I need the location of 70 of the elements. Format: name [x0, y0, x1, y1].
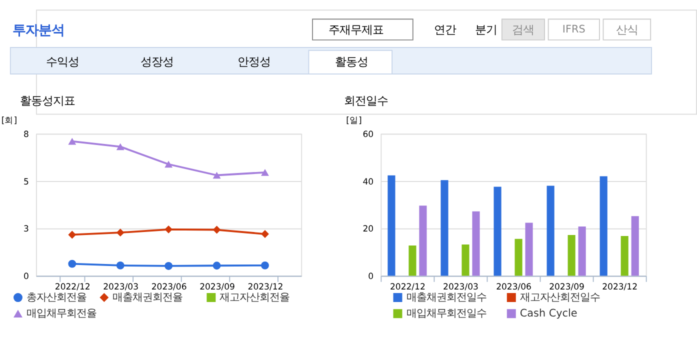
point — [261, 168, 269, 176]
x-tick-label: 2023/03 — [103, 282, 139, 292]
point — [116, 228, 124, 237]
bar — [462, 244, 470, 276]
bar — [546, 186, 554, 276]
point — [164, 225, 173, 234]
bar — [494, 186, 502, 276]
text: IFRS — [562, 23, 586, 36]
text: 투자분석 — [12, 23, 64, 38]
point — [164, 262, 173, 270]
x-tick-label: 2022/12 — [390, 282, 426, 292]
y-axis-title: [일] — [346, 116, 362, 126]
y-tick-label: 3 — [23, 224, 29, 235]
point — [212, 226, 221, 234]
x-tick-label: 2023/06 — [151, 282, 187, 292]
x-tick-label: 2023/03 — [443, 282, 478, 292]
legend-label: 재고자산회전일수 — [520, 291, 600, 304]
chart-title: 회전일수 — [344, 93, 388, 108]
x-tick-label: 2022/12 — [54, 282, 90, 292]
text: 안정성 — [237, 54, 270, 69]
point — [164, 160, 173, 168]
bar — [514, 238, 522, 276]
y-tick-label: 5 — [23, 177, 29, 188]
text: 성장성 — [140, 54, 174, 69]
point — [212, 172, 221, 179]
y-tick-label: 0 — [368, 272, 374, 282]
bar — [578, 226, 586, 276]
y-tick-label: 8 — [23, 130, 29, 140]
bar — [600, 176, 608, 276]
legend-label: 매출채권회전일수 — [406, 291, 486, 304]
legend-label: Cash Cycle — [520, 307, 578, 320]
x-tick-label: 2023/09 — [200, 282, 235, 292]
point — [212, 262, 221, 270]
bar — [472, 211, 480, 276]
text: 연간 — [434, 22, 456, 36]
bar — [419, 206, 427, 276]
legend-label: 재고자산회전율 — [220, 291, 290, 304]
legend-label: 매입채무회전일수 — [406, 307, 486, 320]
point — [116, 261, 124, 270]
point — [261, 261, 269, 270]
y-tick-label: 40 — [362, 177, 374, 188]
y-tick-label: 60 — [362, 130, 374, 140]
x-tick-label: 2023/09 — [549, 282, 584, 292]
x-tick-label: 2023/12 — [248, 282, 284, 292]
bar — [408, 245, 416, 276]
bar — [568, 235, 576, 276]
text: 주재무제표 — [328, 22, 384, 36]
bar — [631, 216, 639, 276]
bar — [620, 236, 628, 276]
y-tick-label: 20 — [362, 224, 374, 235]
legend-label: 매출채권회전율 — [112, 291, 183, 304]
y-tick-label: 0 — [23, 272, 29, 282]
text: 산식 — [616, 22, 638, 36]
point — [68, 260, 76, 268]
x-tick-label: 2023/06 — [496, 282, 532, 292]
text: 활동성 — [334, 54, 368, 69]
text: 검색 — [512, 22, 534, 36]
bar — [525, 222, 533, 276]
point — [68, 230, 76, 239]
chart-title: 활동성지표 — [20, 93, 75, 108]
point — [116, 143, 124, 150]
legend-label: 매입채무회전율 — [26, 307, 97, 320]
bar — [440, 180, 448, 276]
x-tick-label: 2023/12 — [602, 282, 638, 292]
text: 수익성 — [46, 54, 80, 69]
bar — [388, 175, 396, 276]
legend-label: 총자산회전율 — [26, 291, 87, 304]
point — [68, 138, 76, 145]
text: 분기 — [474, 22, 497, 36]
y-axis-title: [회] — [1, 116, 18, 126]
